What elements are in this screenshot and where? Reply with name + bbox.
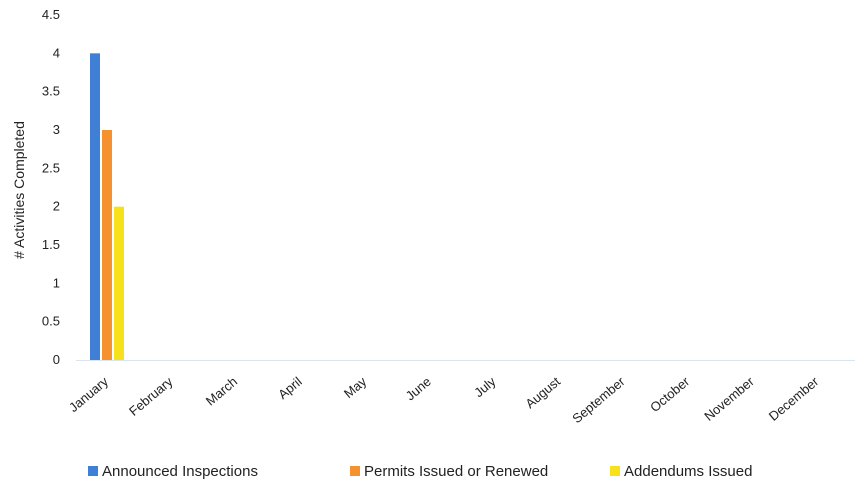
x-tick-label: October bbox=[647, 373, 693, 415]
y-tick-label: 3.5 bbox=[42, 84, 60, 99]
x-tick-label: January bbox=[66, 373, 111, 415]
y-tick-label: 4 bbox=[53, 45, 60, 60]
y-tick-label: 4.5 bbox=[42, 7, 60, 22]
legend-swatch bbox=[88, 466, 98, 476]
x-tick-label: August bbox=[522, 374, 563, 412]
x-tick-label: September bbox=[569, 373, 628, 426]
y-tick-label: 3 bbox=[53, 122, 60, 137]
legend-label: Addendums Issued bbox=[624, 463, 752, 480]
y-tick-label: 0 bbox=[53, 352, 60, 367]
x-tick-label: May bbox=[341, 373, 370, 401]
x-tick-label: February bbox=[126, 373, 176, 418]
legend-label: Permits Issued or Renewed bbox=[364, 463, 548, 480]
bar-permits-issued-or-renewed-january bbox=[102, 130, 112, 360]
x-tick-label: June bbox=[403, 374, 434, 404]
bar-addendums-issued-january bbox=[114, 206, 124, 360]
y-tick-label: 1 bbox=[53, 275, 60, 290]
y-tick-label: 0.5 bbox=[42, 314, 60, 329]
legend-swatch bbox=[350, 466, 360, 476]
y-tick-label: 1.5 bbox=[42, 237, 60, 252]
x-tick-label: April bbox=[275, 374, 305, 402]
y-tick-label: 2 bbox=[53, 199, 60, 214]
x-tick-label: July bbox=[471, 373, 499, 400]
legend-swatch bbox=[610, 466, 620, 476]
x-tick-label: March bbox=[203, 374, 240, 409]
x-tick-label: November bbox=[701, 373, 757, 423]
y-axis-label: # Activities Completed bbox=[11, 121, 27, 259]
x-tick-label: December bbox=[766, 373, 822, 423]
legend-label: Announced Inspections bbox=[102, 463, 258, 480]
y-tick-label: 2.5 bbox=[42, 160, 60, 175]
bar-announced-inspections-january bbox=[90, 53, 100, 360]
